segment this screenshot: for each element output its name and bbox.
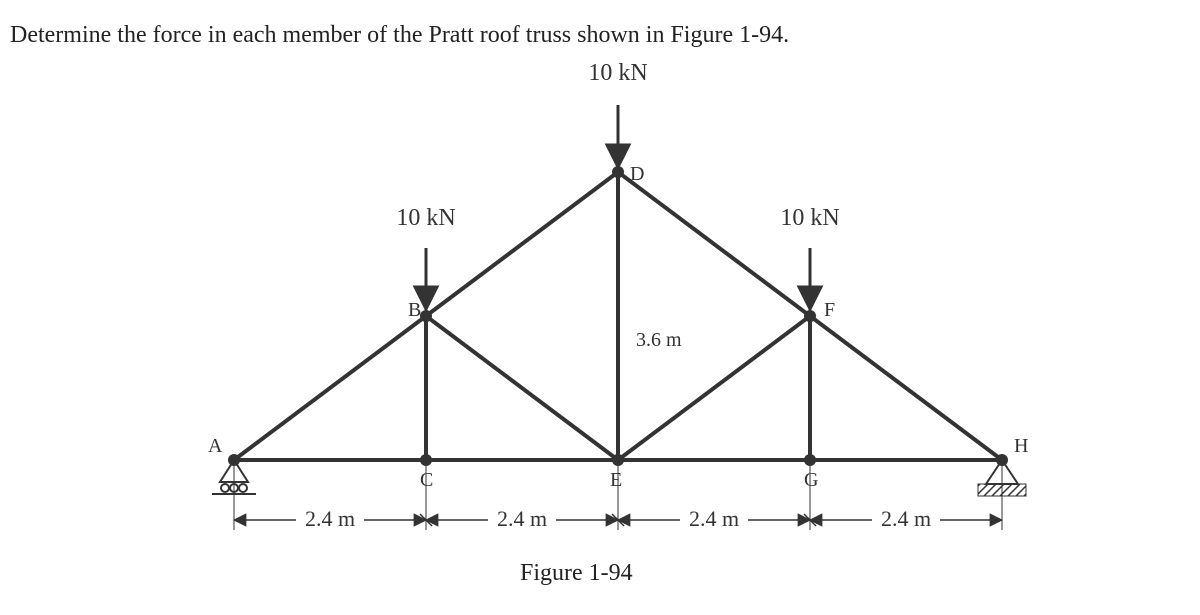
node-E: [612, 454, 624, 466]
load-label-top: 10 kN: [588, 60, 647, 86]
node-label-C: C: [420, 469, 433, 491]
truss-figure: A C E G H B F D 3.6 m 10 kN 10 kN 10 kN 2.4 m 2.4 m 2.…: [0, 0, 1200, 615]
load-label-f: 10 kN: [780, 205, 839, 231]
dim-label: 2.4 m: [305, 506, 355, 531]
member-BD: [426, 172, 618, 316]
node-label-E: E: [610, 469, 622, 491]
figure-caption: Figure 1-94: [520, 560, 633, 587]
dim-label: 2.4 m: [689, 506, 739, 531]
node-label-A: A: [208, 435, 223, 457]
dim-label: 2.4 m: [881, 506, 931, 531]
member-AB: [234, 316, 426, 460]
node-B: [420, 310, 432, 322]
node-label-F: F: [824, 299, 835, 321]
member-BE: [426, 316, 618, 460]
member-FH: [810, 316, 1002, 460]
node-G: [804, 454, 816, 466]
height-label: 3.6 m: [636, 329, 682, 351]
node-F: [804, 310, 816, 322]
roller-wheel-icon: [239, 484, 247, 492]
node-label-B: B: [408, 299, 421, 321]
load-label-b: 10 kN: [396, 205, 455, 231]
member-DF: [618, 172, 810, 316]
dim-label: 2.4 m: [497, 506, 547, 531]
node-C: [420, 454, 432, 466]
node-label-H: H: [1014, 435, 1028, 457]
node-label-D: D: [630, 163, 644, 185]
roller-wheel-icon: [221, 484, 229, 492]
node-label-G: G: [804, 469, 818, 491]
